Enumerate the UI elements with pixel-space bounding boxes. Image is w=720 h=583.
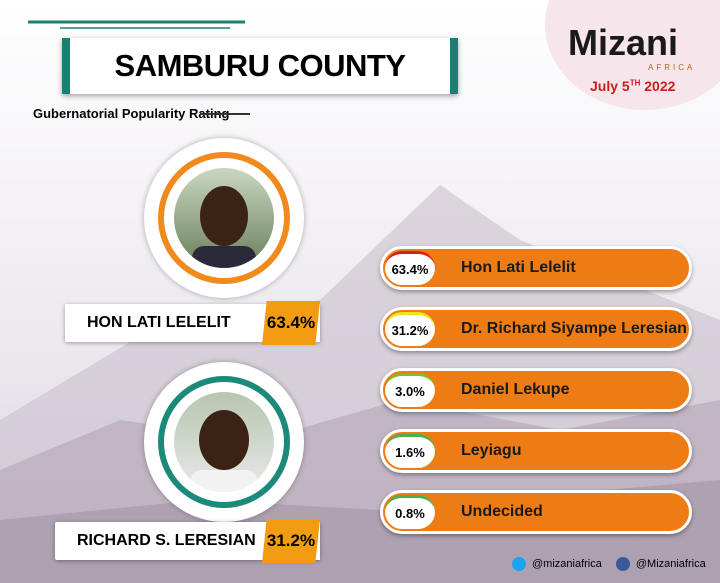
twitter-handle: @mizaniafrica [532, 558, 602, 570]
brand-tagline: AFRICA [648, 63, 696, 72]
candidate-tag: HON LATI LELELIT 63.4% [65, 301, 320, 345]
result-percent: 31.2% [385, 312, 435, 346]
subtitle-rule [200, 113, 250, 115]
subtitle: Gubernatorial Popularity Rating [33, 106, 230, 121]
candidate-photo [144, 362, 304, 522]
candidate-percent: 31.2% [262, 519, 320, 563]
brand-name: Mizani [568, 22, 679, 63]
result-row: 31.2% Dr. Richard Siyampe Leresian [380, 307, 692, 351]
twitter-icon [512, 557, 526, 571]
title: SAMBURU COUNTY [62, 38, 458, 94]
result-row: 0.8% Undecided [380, 490, 692, 534]
result-percent: 1.6% [385, 434, 435, 468]
date-suffix: TH [629, 78, 641, 88]
result-row: 1.6% Leyiagu [380, 429, 692, 473]
result-name: Undecided [461, 503, 543, 520]
social: @mizaniafrica @Mizaniafrica [512, 557, 706, 571]
result-percent: 3.0% [385, 373, 435, 407]
result-name: Hon Lati Lelelit [461, 259, 576, 276]
result-name: Dr. Richard Siyampe Leresian [461, 320, 687, 337]
candidate-tag: RICHARD S. LERESIAN 31.2% [55, 519, 320, 563]
candidate-percent: 63.4% [262, 301, 320, 345]
result-percent: 63.4% [385, 251, 435, 285]
result-row: 63.4% Hon Lati Lelelit [380, 246, 692, 290]
facebook-icon [615, 557, 630, 571]
date-year: 2022 [644, 78, 676, 94]
date: July 5TH 2022 [590, 78, 675, 94]
candidate-name: HON LATI LELELIT [87, 314, 231, 331]
candidate-photo [144, 138, 304, 298]
result-percent: 0.8% [385, 495, 435, 529]
candidate-name: RICHARD S. LERESIAN [77, 532, 256, 549]
facebook-handle: @Mizaniafrica [635, 558, 706, 570]
date-text: July 5 [590, 78, 630, 94]
result-name: Daniel Lekupe [461, 381, 570, 398]
result-name: Leyiagu [461, 442, 522, 459]
result-row: 3.0% Daniel Lekupe [380, 368, 692, 412]
